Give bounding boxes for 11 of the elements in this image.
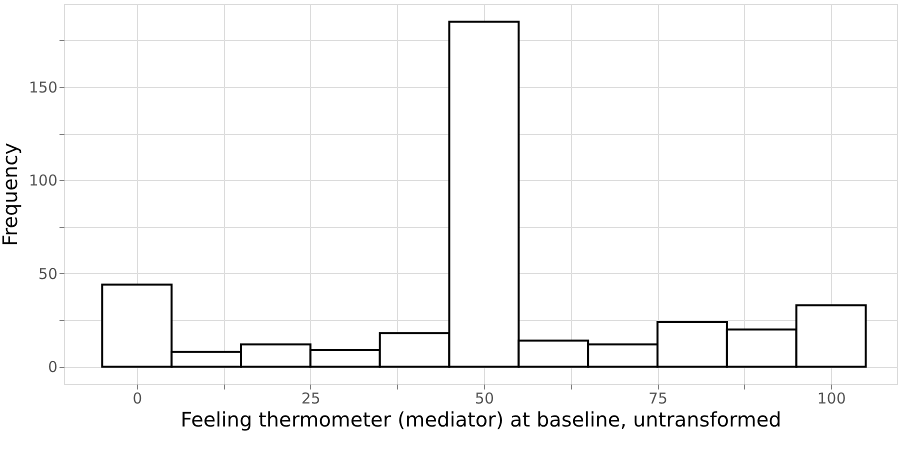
y-axis-title: Frequency [0, 142, 22, 246]
x-axis-title: Feeling thermometer (mediator) at baseline, untransformed [180, 408, 782, 432]
y-tick-label: 150 [28, 78, 58, 96]
x-tick-label: 75 [648, 390, 668, 408]
x-tick-label: 50 [474, 390, 494, 408]
y-tick-label: 100 [28, 172, 58, 190]
x-tick-label: 0 [132, 390, 142, 408]
y-tick-label: 50 [38, 264, 58, 283]
y-tick-label: 0 [48, 358, 58, 376]
x-tick-label: 100 [817, 390, 846, 408]
x-tick-label: 25 [301, 390, 320, 408]
